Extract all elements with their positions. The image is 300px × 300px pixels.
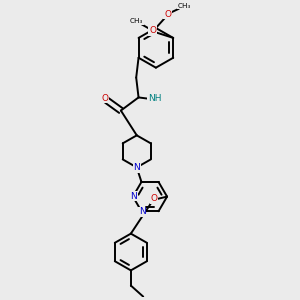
Text: NH: NH	[148, 94, 161, 103]
Text: N: N	[139, 207, 145, 216]
Text: O: O	[164, 10, 171, 19]
Text: N: N	[130, 191, 137, 200]
Text: O: O	[149, 26, 156, 35]
Text: CH₃: CH₃	[178, 3, 191, 9]
Text: N: N	[134, 163, 140, 172]
Text: O: O	[101, 94, 109, 103]
Text: O: O	[150, 194, 157, 203]
Text: CH₃: CH₃	[130, 18, 143, 24]
